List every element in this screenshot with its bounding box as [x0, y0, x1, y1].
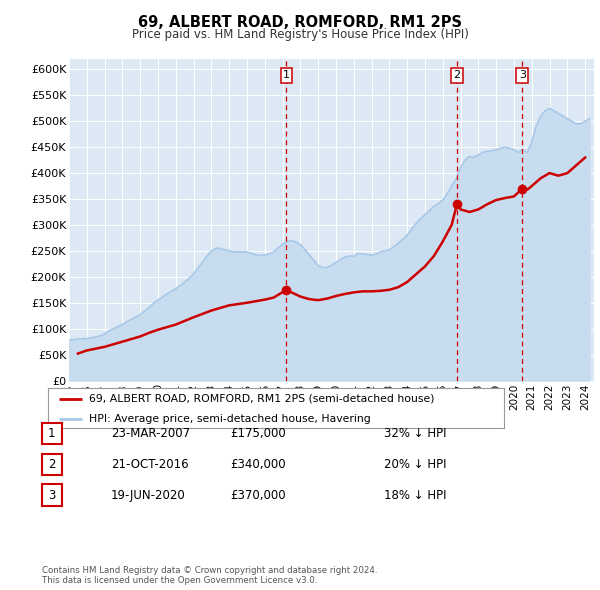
Text: 19-JUN-2020: 19-JUN-2020 — [111, 489, 186, 502]
Text: £175,000: £175,000 — [230, 427, 286, 440]
Text: 20% ↓ HPI: 20% ↓ HPI — [384, 458, 446, 471]
Text: 2: 2 — [48, 458, 56, 471]
Text: Price paid vs. HM Land Registry's House Price Index (HPI): Price paid vs. HM Land Registry's House … — [131, 28, 469, 41]
Text: 3: 3 — [519, 70, 526, 80]
Text: 21-OCT-2016: 21-OCT-2016 — [111, 458, 188, 471]
Text: 32% ↓ HPI: 32% ↓ HPI — [384, 427, 446, 440]
Text: HPI: Average price, semi-detached house, Havering: HPI: Average price, semi-detached house,… — [89, 414, 371, 424]
Text: 1: 1 — [48, 427, 56, 440]
Text: 69, ALBERT ROAD, ROMFORD, RM1 2PS (semi-detached house): 69, ALBERT ROAD, ROMFORD, RM1 2PS (semi-… — [89, 394, 434, 404]
Text: 1: 1 — [283, 70, 290, 80]
Text: £340,000: £340,000 — [230, 458, 286, 471]
Text: £370,000: £370,000 — [230, 489, 286, 502]
Text: 3: 3 — [48, 489, 56, 502]
Text: 2: 2 — [454, 70, 461, 80]
Text: 69, ALBERT ROAD, ROMFORD, RM1 2PS: 69, ALBERT ROAD, ROMFORD, RM1 2PS — [138, 15, 462, 30]
Text: 18% ↓ HPI: 18% ↓ HPI — [384, 489, 446, 502]
Text: 23-MAR-2007: 23-MAR-2007 — [111, 427, 190, 440]
Text: Contains HM Land Registry data © Crown copyright and database right 2024.
This d: Contains HM Land Registry data © Crown c… — [42, 566, 377, 585]
